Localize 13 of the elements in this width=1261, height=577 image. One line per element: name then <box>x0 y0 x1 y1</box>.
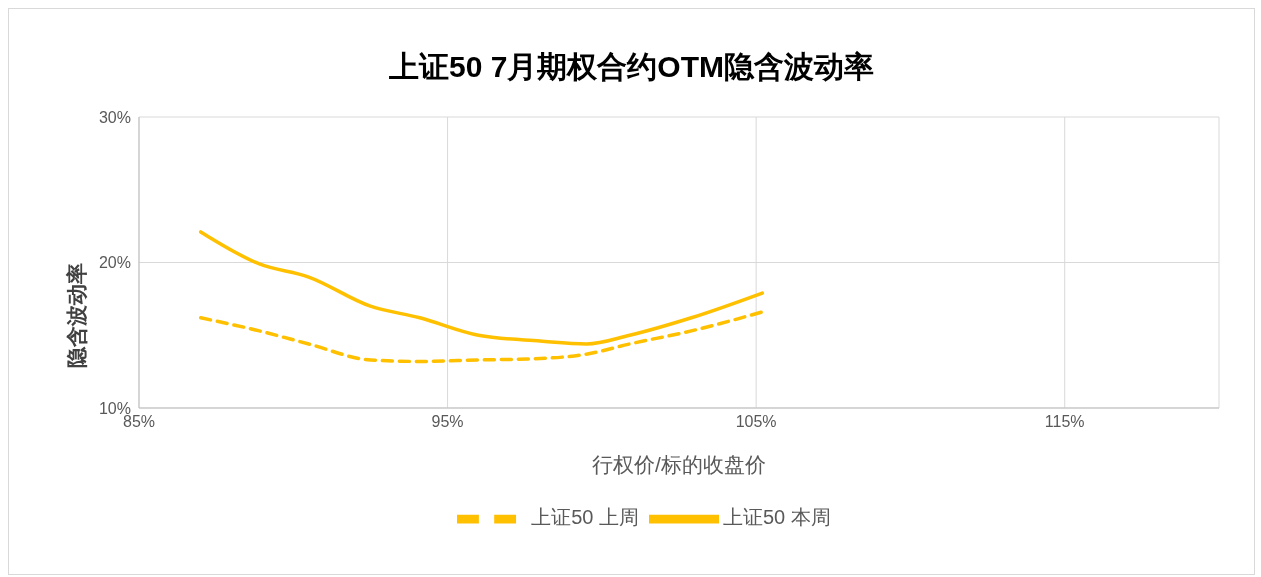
y-tick-label: 20% <box>98 254 131 272</box>
legend-label: 上证50 本周 <box>723 506 831 529</box>
line-series <box>198 310 765 364</box>
x-tick-label: 95% <box>431 413 464 431</box>
x-tick-label: 85% <box>122 413 156 431</box>
x-tick-label: 105% <box>735 413 777 431</box>
y-axis-title: 隐含波动率 <box>65 262 89 368</box>
chart-title: 上证50 7月期权合约OTM隐含波动率 <box>387 49 875 85</box>
x-axis-title: 行权价/标的收盘价 <box>592 453 766 476</box>
y-tick-label: 30% <box>98 108 131 126</box>
x-tick-label: 115% <box>1044 413 1085 431</box>
legend-label: 上证50 上周 <box>531 506 639 529</box>
line-series <box>198 230 765 346</box>
